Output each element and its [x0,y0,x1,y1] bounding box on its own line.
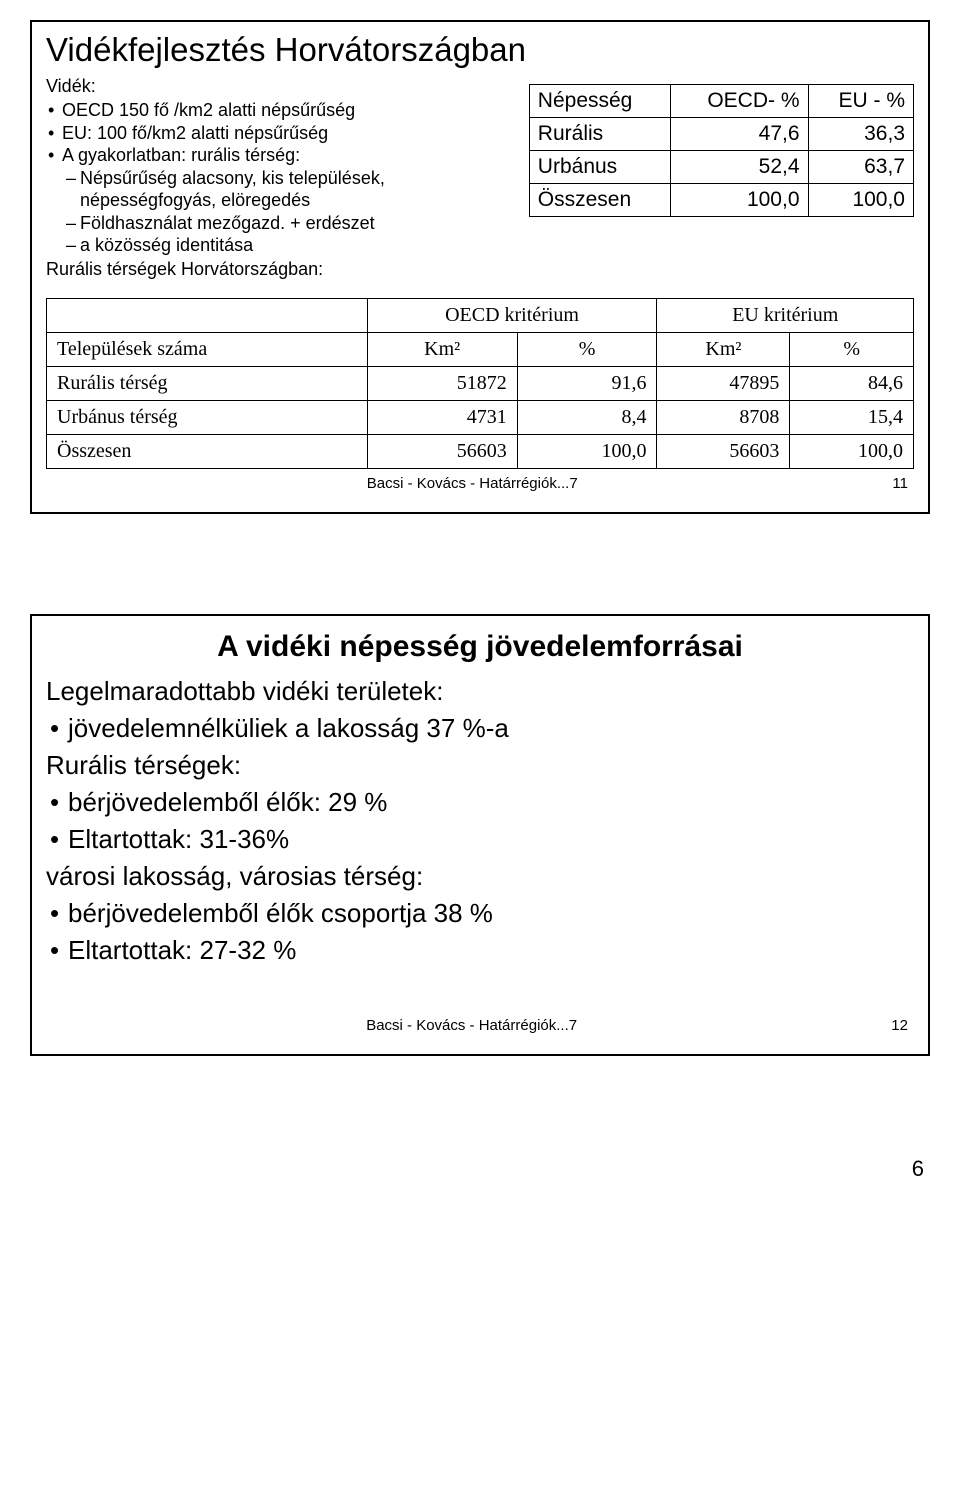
cell: 100,0 [517,434,657,468]
slide-2: A vidéki népesség jövedelemforrásai Lege… [30,614,930,1056]
cell: 36,3 [808,118,913,151]
cell: 56603 [657,434,790,468]
table-row: OECD kritérium EU kritérium [47,298,914,332]
table-row: Összesen 56603 100,0 56603 100,0 [47,434,914,468]
cell: 8,4 [517,400,657,434]
bullet-item: Eltartottak: 27-32 % [68,933,914,968]
table-row: Rurális 47,6 36,3 [529,118,913,151]
bullet-item: bérjövedelemből élők: 29 % [68,785,914,820]
bullet-item: Eltartottak: 31-36% [68,822,914,857]
document-page: Vidékfejlesztés Horvátországban Vidék: O… [0,0,960,1212]
page-number: 6 [30,1156,930,1182]
col-header: OECD- % [670,85,808,118]
cell: 47895 [657,366,790,400]
sub-bullet-item: a közösség identitása [80,234,517,257]
slide-1-columns: Vidék: OECD 150 fő /km2 alatti népsűrűsé… [46,76,914,280]
section-label: Legelmaradottabb vidéki területek: [46,674,914,709]
bullet-item: jövedelemnélküliek a lakosság 37 %-a [68,711,914,746]
col-header: EU - % [808,85,913,118]
table-row: Rurális térség 51872 91,6 47895 84,6 [47,366,914,400]
footer-text: Bacsi - Kovács - Határrégiók...7 [366,1017,577,1034]
col-header [47,298,368,332]
row-label: Urbánus [529,151,670,184]
cell: 63,7 [808,151,913,184]
section-label: városi lakosság, városias térség: [46,859,914,894]
cell: 100,0 [790,434,914,468]
table-row: Összesen 100,0 100,0 [529,184,913,217]
row-label: Rurális térség [47,366,368,400]
col-header: OECD kritérium [367,298,657,332]
row-label: Rurális [529,118,670,151]
cell: 91,6 [517,366,657,400]
slide-2-footer: Bacsi - Kovács - Határrégiók...7 12 [46,1017,914,1034]
sub-bullet-item: Népsűrűség alacsony, kis települések, né… [80,167,517,212]
cell: 51872 [367,366,517,400]
cell: 52,4 [670,151,808,184]
videk-label: Vidék: [46,76,517,97]
cell: 47,6 [670,118,808,151]
col-header: EU kritérium [657,298,914,332]
table-row: Települések száma Km² % Km² % [47,332,914,366]
slide-1: Vidékfejlesztés Horvátországban Vidék: O… [30,20,930,514]
section-label: Rurális térségek: [46,748,914,783]
bullet-item: A gyakorlatban: rurális térség: [62,144,517,167]
col-header: Népesség [529,85,670,118]
cell: 4731 [367,400,517,434]
footer-text: Bacsi - Kovács - Határrégiók...7 [367,475,578,492]
row-label: Urbánus térség [47,400,368,434]
slide-1-title: Vidékfejlesztés Horvátországban [46,32,914,68]
population-table: Népesség OECD- % EU - % Rurális 47,6 36,… [529,84,914,217]
sub-bullet-item: Földhasználat mezőgazd. + erdészet [80,212,517,235]
slide-number: 12 [891,1017,908,1034]
slide-1-right-col: Népesség OECD- % EU - % Rurális 47,6 36,… [529,76,914,280]
sub-bullet-list: Népsűrűség alacsony, kis települések, né… [46,167,517,257]
row-label: Összesen [47,434,368,468]
col-header: Km² [657,332,790,366]
bullet-list: bérjövedelemből élők: 29 % Eltartottak: … [46,785,914,857]
cell: 8708 [657,400,790,434]
table-row: Népesség OECD- % EU - % [529,85,913,118]
criteria-table: OECD kritérium EU kritérium Települések … [46,298,914,469]
cell: 56603 [367,434,517,468]
cell: 15,4 [790,400,914,434]
outdent-line: Rurális térségek Horvátországban: [46,259,517,280]
row-label: Települések száma [47,332,368,366]
table-row: Urbánus térség 4731 8,4 8708 15,4 [47,400,914,434]
cell: 84,6 [790,366,914,400]
bullet-list: jövedelemnélküliek a lakosság 37 %-a [46,711,914,746]
bullet-item: EU: 100 fő/km2 alatti népsűrűség [62,122,517,145]
col-header: % [790,332,914,366]
col-header: Km² [367,332,517,366]
cell: 100,0 [808,184,913,217]
slide-1-footer: Bacsi - Kovács - Határrégiók...7 11 [46,475,914,492]
bullet-list: bérjövedelemből élők csoportja 38 % Elta… [46,896,914,968]
row-label: Összesen [529,184,670,217]
cell: 100,0 [670,184,808,217]
slide-1-left-col: Vidék: OECD 150 fő /km2 alatti népsűrűsé… [46,76,517,280]
bullet-item: OECD 150 fő /km2 alatti népsűrűség [62,99,517,122]
slide-number: 11 [892,475,908,492]
bullet-item: bérjövedelemből élők csoportja 38 % [68,896,914,931]
slide-2-title: A vidéki népesség jövedelemforrásai [46,630,914,664]
bullet-list: OECD 150 fő /km2 alatti népsűrűség EU: 1… [46,99,517,167]
table-row: Urbánus 52,4 63,7 [529,151,913,184]
col-header: % [517,332,657,366]
